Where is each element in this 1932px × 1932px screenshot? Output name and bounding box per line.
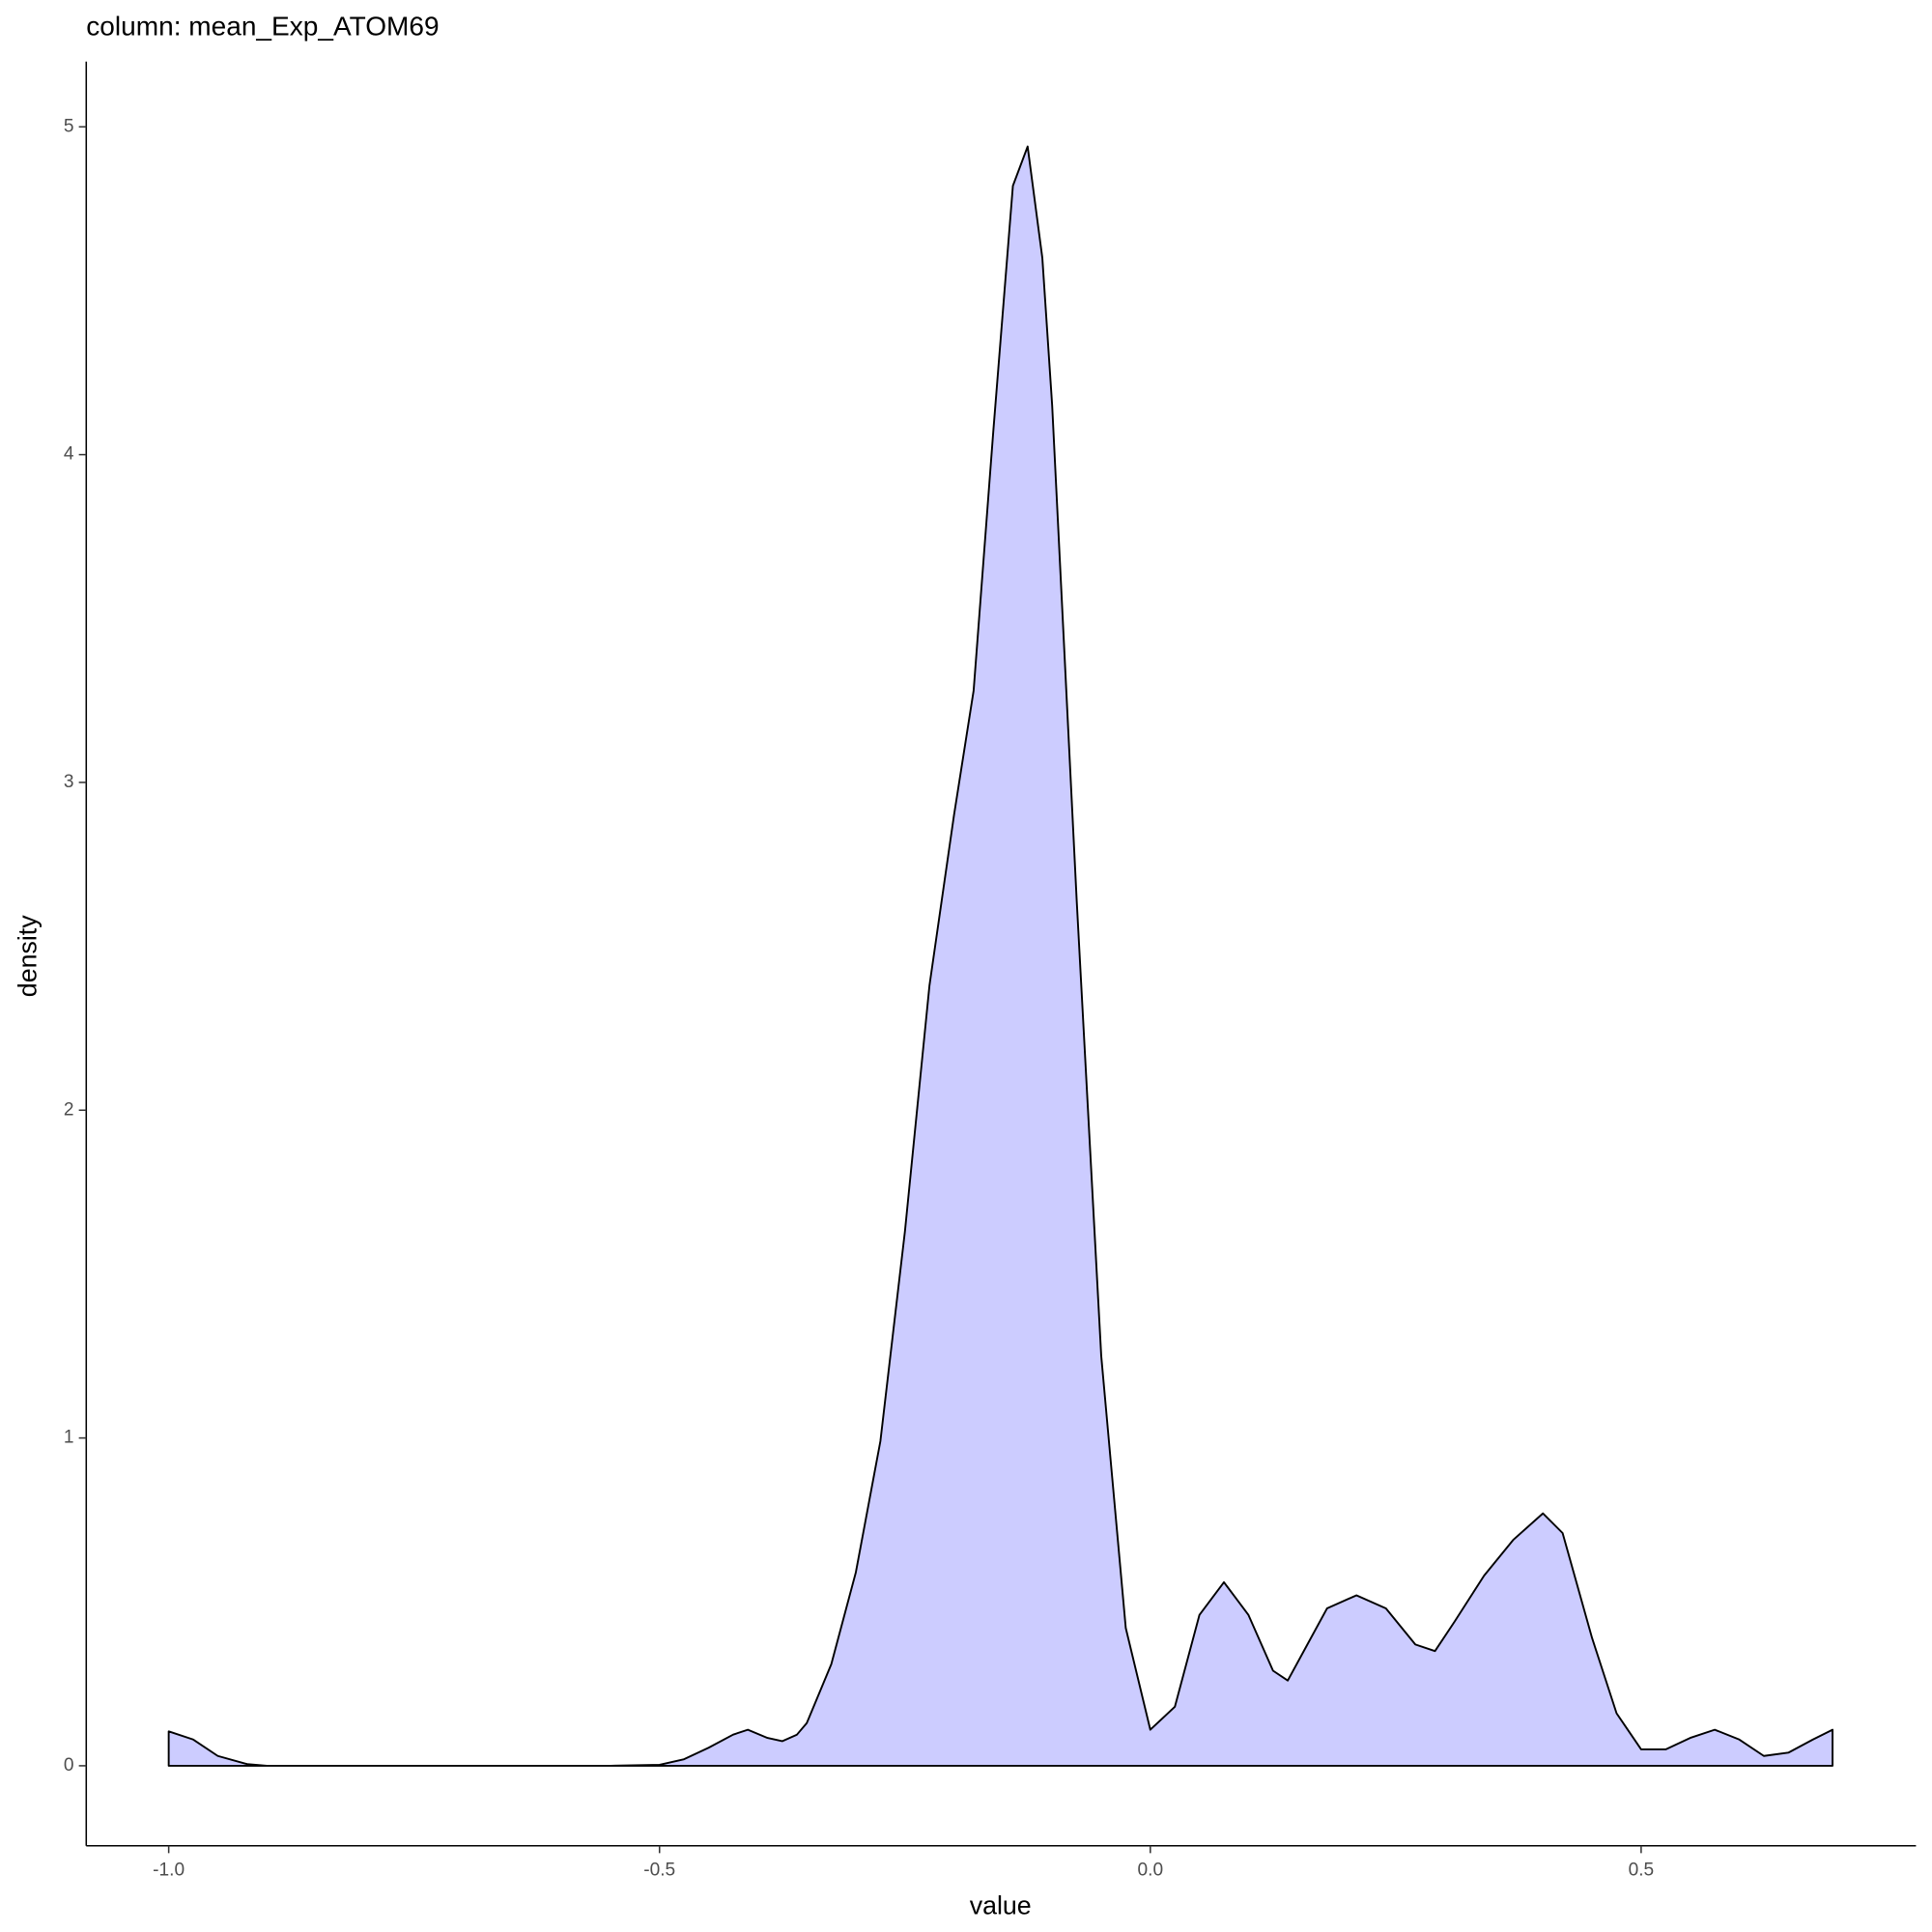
y-tick-label: 3	[64, 772, 74, 792]
y-tick-label: 5	[64, 116, 74, 136]
y-axis-title: density	[14, 915, 43, 997]
x-tick-label: 0.0	[1138, 1860, 1164, 1880]
y-tick-label: 2	[64, 1099, 74, 1120]
x-tick-label: -0.5	[643, 1860, 675, 1880]
density-area	[167, 145, 1833, 1767]
y-tick-label: 4	[64, 444, 74, 465]
chart-title: column: mean_Exp_ATOM69	[86, 12, 439, 42]
x-axis-title: value	[970, 1891, 1032, 1920]
x-tick-label: -1.0	[153, 1860, 185, 1880]
x-tick-label: 0.5	[1629, 1860, 1655, 1880]
y-tick-label: 0	[64, 1755, 74, 1776]
y-tick-label: 1	[64, 1428, 74, 1448]
